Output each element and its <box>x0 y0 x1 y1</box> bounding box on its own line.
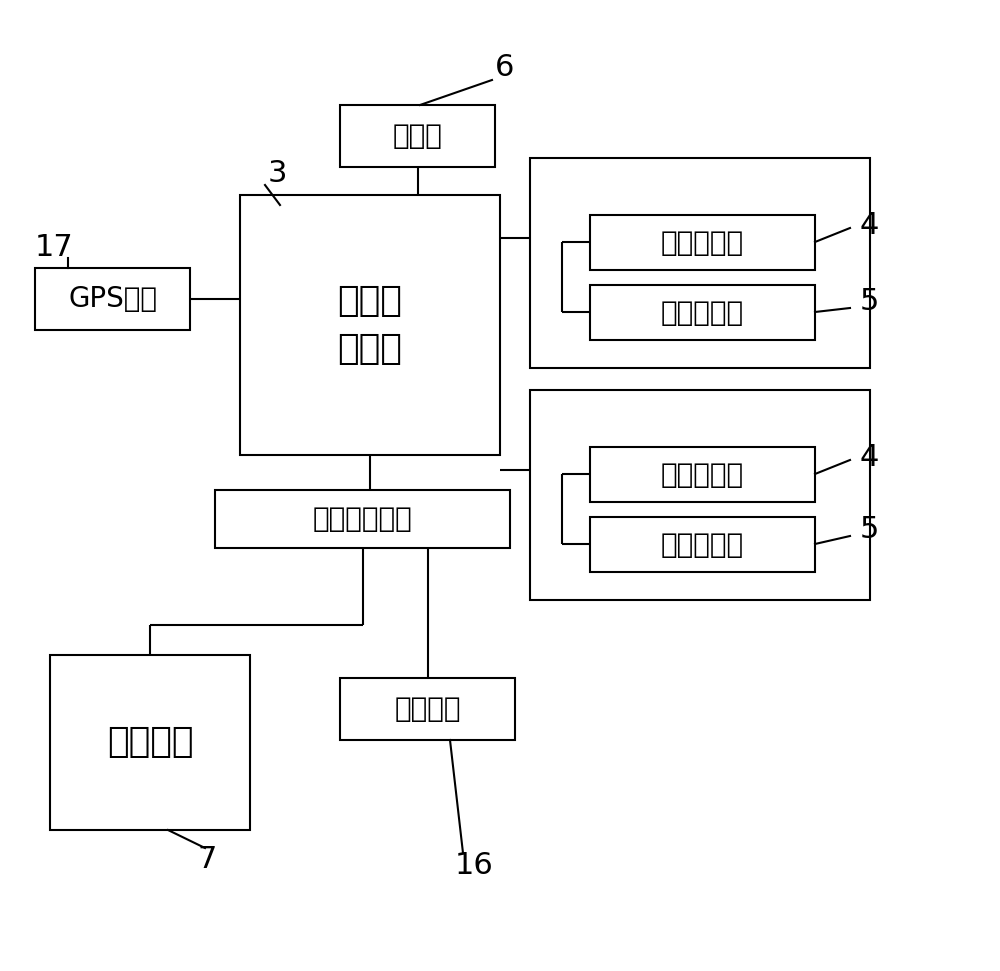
Bar <box>590 215 815 270</box>
Text: 温度传感器: 温度传感器 <box>661 460 744 488</box>
Text: 监控主机: 监控主机 <box>107 725 193 759</box>
Bar <box>240 195 500 455</box>
Text: 7: 7 <box>198 846 217 875</box>
Bar <box>590 517 815 572</box>
Text: 移动终端: 移动终端 <box>394 695 461 723</box>
Text: 3: 3 <box>268 158 288 187</box>
Text: 16: 16 <box>455 851 494 880</box>
Bar <box>340 678 515 740</box>
Bar <box>35 268 190 330</box>
Text: 无线通信模块: 无线通信模块 <box>313 505 412 533</box>
Text: 温度传感器: 温度传感器 <box>661 228 744 256</box>
Text: 5: 5 <box>860 516 879 545</box>
Bar <box>530 158 870 368</box>
Bar <box>215 490 510 548</box>
Text: 压力传感器: 压力传感器 <box>661 298 744 326</box>
Text: 6: 6 <box>495 53 514 83</box>
Text: 报警器: 报警器 <box>393 122 442 150</box>
Bar <box>590 285 815 340</box>
Bar <box>340 105 495 167</box>
Text: 在线监
控主机: 在线监 控主机 <box>338 285 402 366</box>
Text: GPS模块: GPS模块 <box>68 285 157 313</box>
Bar <box>50 655 250 830</box>
Text: 5: 5 <box>860 287 879 317</box>
Bar <box>530 390 870 600</box>
Text: 4: 4 <box>860 443 879 472</box>
Text: 4: 4 <box>860 211 879 240</box>
Bar <box>590 447 815 502</box>
Text: 压力传感器: 压力传感器 <box>661 530 744 558</box>
Text: 17: 17 <box>35 233 74 262</box>
